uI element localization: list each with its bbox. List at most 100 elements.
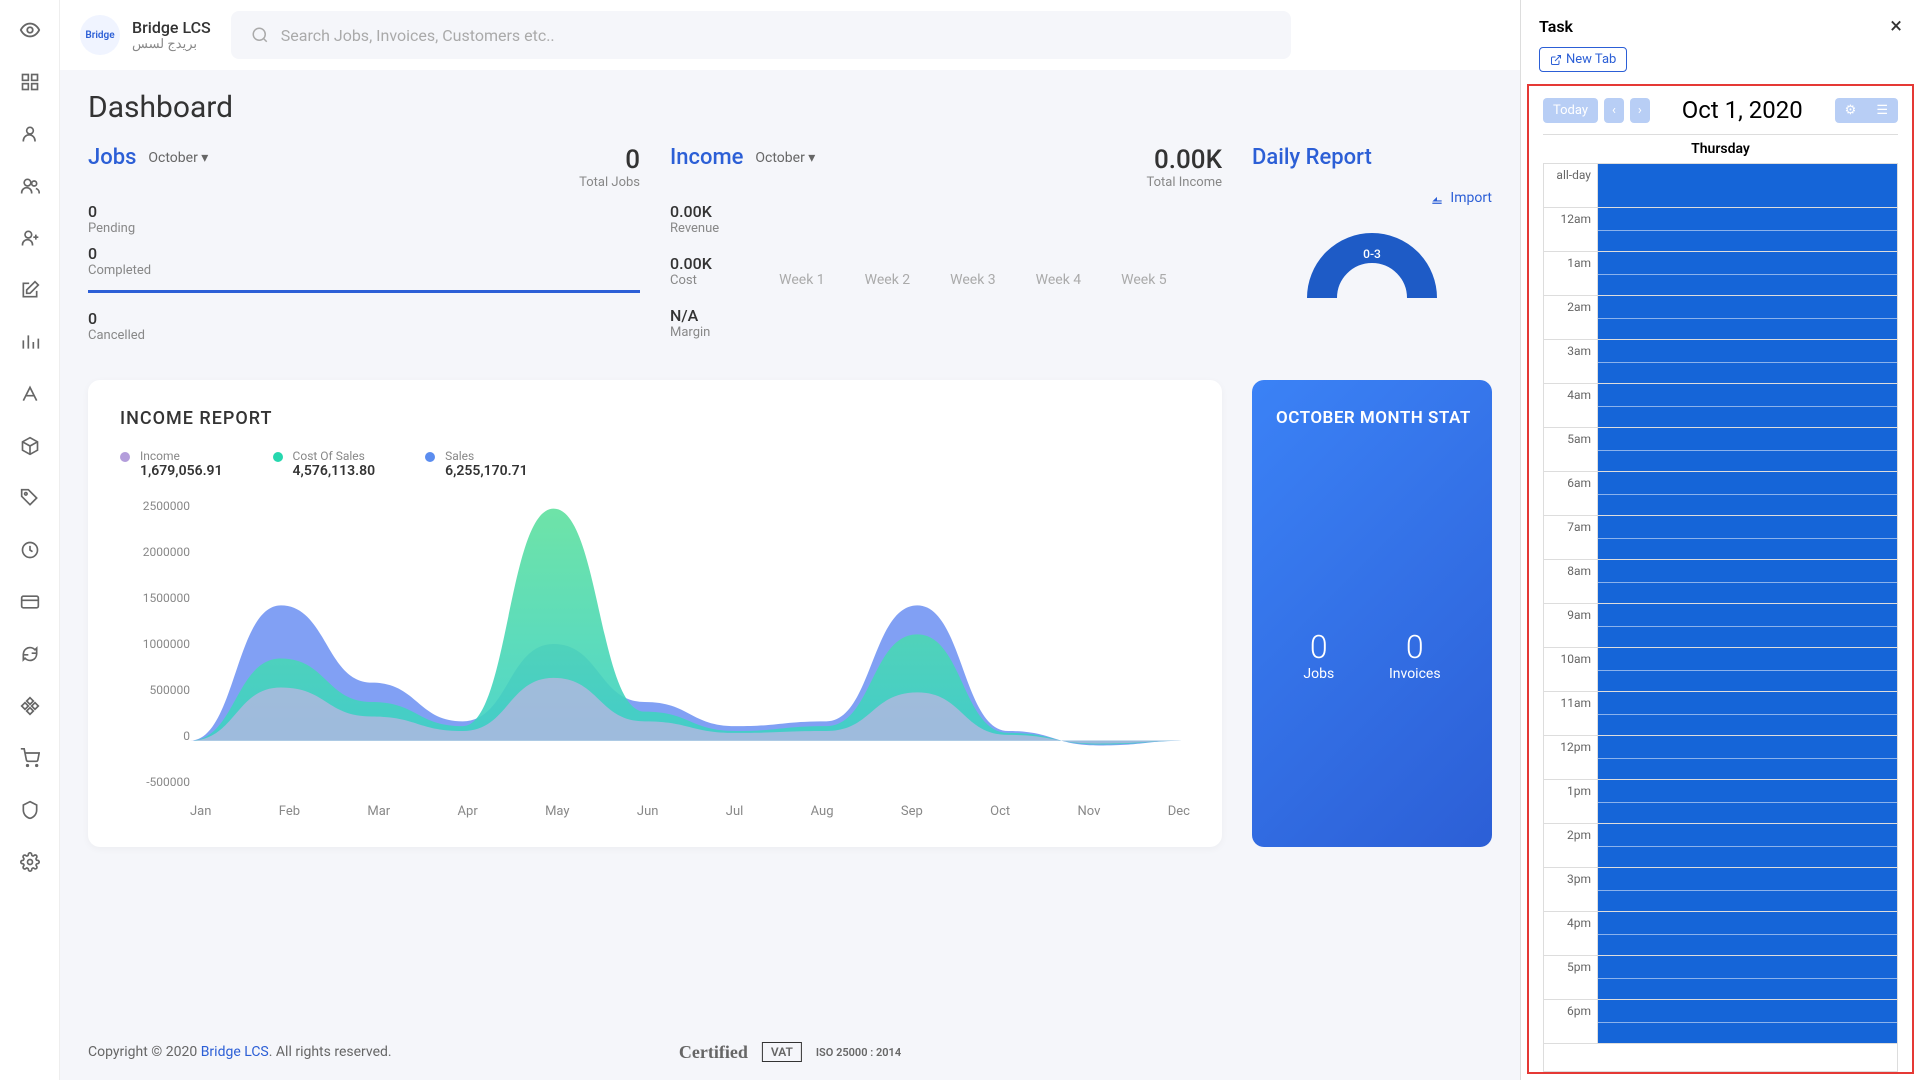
legend-item: Cost Of Sales4,576,113.80: [273, 449, 376, 479]
income-total-num: 0.00K: [1147, 145, 1222, 175]
calendar-slot[interactable]: [1598, 384, 1897, 427]
user-icon[interactable]: [18, 122, 42, 146]
calendar-row[interactable]: all-day: [1544, 164, 1897, 208]
user-plus-icon[interactable]: [18, 226, 42, 250]
calendar-row[interactable]: 11am: [1544, 692, 1897, 736]
external-link-icon: [1550, 54, 1562, 66]
clock-icon[interactable]: [18, 538, 42, 562]
calendar-row[interactable]: 3pm: [1544, 868, 1897, 912]
chart-area: 25000002000000150000010000005000000-5000…: [120, 499, 1190, 819]
calendar-time-label: 8am: [1544, 560, 1598, 603]
chart-icon[interactable]: [18, 330, 42, 354]
today-button[interactable]: Today: [1543, 98, 1598, 123]
income-period-dropdown[interactable]: October ▾: [755, 150, 815, 166]
view-settings-button[interactable]: ⚙: [1835, 98, 1867, 123]
calendar-slot[interactable]: [1598, 208, 1897, 251]
calendar-slot[interactable]: [1598, 560, 1897, 603]
brand-logo: Bridge: [80, 15, 120, 55]
calendar-time-label: 6am: [1544, 472, 1598, 515]
jobs-period-dropdown[interactable]: October ▾: [148, 150, 208, 166]
calendar-time-label: 4am: [1544, 384, 1598, 427]
footer-link[interactable]: Bridge LCS: [201, 1044, 269, 1060]
calendar-row[interactable]: 10am: [1544, 648, 1897, 692]
users-icon[interactable]: [18, 174, 42, 198]
weeks-row: Week 1Week 2Week 3Week 4Week 5: [779, 272, 1167, 350]
calendar-slot[interactable]: [1598, 692, 1897, 735]
week-label: Week 3: [950, 272, 996, 350]
next-button[interactable]: ›: [1630, 98, 1650, 123]
settings-icon[interactable]: [18, 850, 42, 874]
daily-report-column: Daily Report Import 0-3: [1252, 145, 1492, 350]
task-title: Task: [1539, 17, 1573, 36]
new-tab-button[interactable]: New Tab: [1539, 47, 1627, 72]
refresh-icon[interactable]: [18, 642, 42, 666]
calendar-slot[interactable]: [1598, 780, 1897, 823]
card-icon[interactable]: [18, 590, 42, 614]
edit-icon[interactable]: [18, 278, 42, 302]
cart-icon[interactable]: [18, 746, 42, 770]
cert-badges: Certified VAT ISO 25000 : 2014: [679, 1042, 901, 1063]
calendar-date: Oct 1, 2020: [1682, 96, 1803, 124]
tag-icon[interactable]: [18, 486, 42, 510]
calendar-row[interactable]: 6am: [1544, 472, 1897, 516]
calendar-row[interactable]: 12pm: [1544, 736, 1897, 780]
calendar-time-label: 3am: [1544, 340, 1598, 383]
calendar-slot[interactable]: [1598, 164, 1897, 207]
calendar-row[interactable]: 1am: [1544, 252, 1897, 296]
calendar-row[interactable]: 9am: [1544, 604, 1897, 648]
apps-icon[interactable]: [18, 70, 42, 94]
calendar-slot[interactable]: [1598, 428, 1897, 471]
calendar-slot[interactable]: [1598, 956, 1897, 999]
calendar-slot[interactable]: [1598, 472, 1897, 515]
diamond-icon[interactable]: [18, 694, 42, 718]
calendar-row[interactable]: 5pm: [1544, 956, 1897, 1000]
eye-icon[interactable]: [18, 18, 42, 42]
donut-chart: 0-3: [1302, 218, 1442, 308]
calendar-slot[interactable]: [1598, 1000, 1897, 1043]
calendar-time-label: 5pm: [1544, 956, 1598, 999]
calendar-row[interactable]: 4am: [1544, 384, 1897, 428]
calendar-time-label: 11am: [1544, 692, 1598, 735]
legend-dot: [120, 452, 130, 462]
calendar-body[interactable]: all-day12am1am2am3am4am5am6am7am8am9am10…: [1543, 164, 1898, 1072]
calendar-row[interactable]: 12am: [1544, 208, 1897, 252]
calendar-row[interactable]: 3am: [1544, 340, 1897, 384]
legend-dot: [425, 452, 435, 462]
calendar-slot[interactable]: [1598, 340, 1897, 383]
box-icon[interactable]: [18, 434, 42, 458]
shield-icon[interactable]: [18, 798, 42, 822]
brand-subtitle: بريدج لسس: [132, 37, 211, 52]
calendar-slot[interactable]: [1598, 296, 1897, 339]
calendar-slot[interactable]: [1598, 824, 1897, 867]
calendar-row[interactable]: 7am: [1544, 516, 1897, 560]
calendar-row[interactable]: 2pm: [1544, 824, 1897, 868]
calendar-slot[interactable]: [1598, 912, 1897, 955]
calendar-row[interactable]: 8am: [1544, 560, 1897, 604]
calendar-slot[interactable]: [1598, 868, 1897, 911]
legend-item: Income1,679,056.91: [120, 449, 223, 479]
jobs-column: Jobs October ▾ 0 Total Jobs 0Pending0Com…: [88, 145, 640, 350]
view-list-button[interactable]: ☰: [1866, 98, 1898, 123]
calendar-row[interactable]: 1pm: [1544, 780, 1897, 824]
calendar-slot[interactable]: [1598, 648, 1897, 691]
search-input[interactable]: Search Jobs, Invoices, Customers etc..: [231, 11, 1291, 59]
sidebar: [0, 0, 60, 1080]
stats-row: Jobs October ▾ 0 Total Jobs 0Pending0Com…: [88, 145, 1492, 350]
search-icon: [251, 26, 269, 44]
calendar-time-label: 10am: [1544, 648, 1598, 691]
calendar-row[interactable]: 2am: [1544, 296, 1897, 340]
import-button[interactable]: Import: [1252, 190, 1492, 206]
prev-button[interactable]: ‹: [1604, 98, 1624, 123]
progress-bar: [88, 290, 640, 293]
calendar-row[interactable]: 4pm: [1544, 912, 1897, 956]
font-icon[interactable]: [18, 382, 42, 406]
calendar-row[interactable]: 5am: [1544, 428, 1897, 472]
calendar-row[interactable]: 6pm: [1544, 1000, 1897, 1044]
calendar-slot[interactable]: [1598, 516, 1897, 559]
income-item-label: Margin: [670, 325, 719, 340]
calendar-slot[interactable]: [1598, 604, 1897, 647]
calendar-slot[interactable]: [1598, 252, 1897, 295]
calendar-slot[interactable]: [1598, 736, 1897, 779]
month-stat: 0Jobs: [1303, 628, 1334, 682]
close-icon[interactable]: ×: [1890, 14, 1902, 39]
